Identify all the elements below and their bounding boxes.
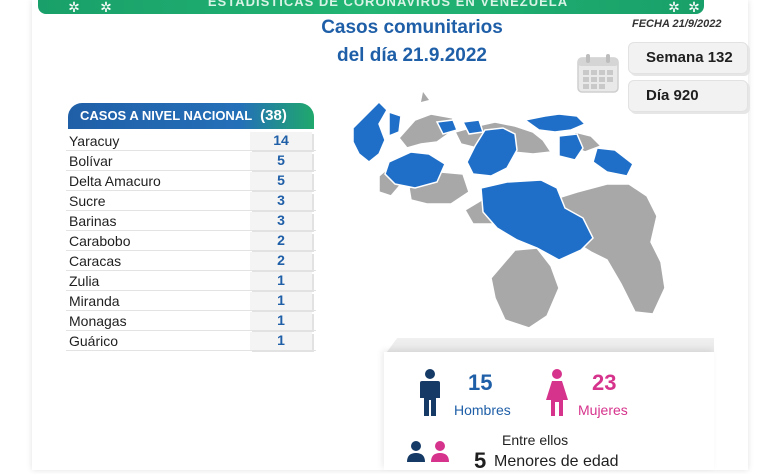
national-cases-header: CASOS A NIVEL NACIONAL (38) bbox=[68, 103, 314, 129]
table-row: Guárico 1 bbox=[66, 331, 316, 351]
state-count: 5 bbox=[250, 152, 312, 170]
day-badge: Día 920 bbox=[628, 80, 748, 112]
men-label: Hombres bbox=[454, 402, 511, 418]
state-count: 2 bbox=[250, 252, 312, 270]
table-row: Bolívar 5 bbox=[66, 151, 316, 171]
table-row: Sucre 3 bbox=[66, 191, 316, 211]
virus-icon: ✲ bbox=[688, 0, 700, 14]
table-row: Carabobo 2 bbox=[66, 231, 316, 251]
date-label: FECHA 21/9/2022 bbox=[632, 18, 722, 30]
cases-table: Yaracuy 14 Bolívar 5 Delta Amacuro 5 Sucre 3 Bar… bbox=[66, 131, 316, 351]
table-row: Delta Amacuro 5 bbox=[66, 171, 316, 191]
state-name: Sucre bbox=[69, 193, 106, 209]
state-name: Delta Amacuro bbox=[69, 173, 161, 189]
table-row: Zulia 1 bbox=[66, 271, 316, 291]
state-name: Yaracuy bbox=[69, 133, 120, 149]
virus-icon: ✲ bbox=[668, 0, 680, 14]
state-count: 2 bbox=[250, 232, 312, 250]
table-row: Barinas 3 bbox=[66, 211, 316, 231]
state-count: 1 bbox=[250, 332, 312, 350]
women-count: 23 bbox=[592, 370, 617, 395]
table-row: Yaracuy 14 bbox=[66, 131, 316, 151]
state-name: Miranda bbox=[69, 293, 120, 309]
stats-panel: 15 Hombres 23 Mujeres Entre ellos 5 Meno… bbox=[384, 352, 714, 473]
men-count: 15 bbox=[468, 370, 493, 395]
page-title: Casos comunitarios del día 21.9.2022 bbox=[300, 14, 524, 70]
banner-title: ESTADÍSTICAS DE CORONAVIRUS EN VENEZUELA bbox=[207, 0, 569, 9]
title-line-1: Casos comunitarios bbox=[321, 17, 503, 38]
state-name: Guárico bbox=[69, 333, 119, 349]
state-count: 3 bbox=[250, 212, 312, 230]
top-banner: ✲ ✲ ESTADÍSTICAS DE CORONAVIRUS EN VENEZ… bbox=[38, 0, 704, 14]
among-them-label: Entre ellos bbox=[502, 432, 569, 448]
table-row: Caracas 2 bbox=[66, 251, 316, 271]
national-cases-title: CASOS A NIVEL NACIONAL bbox=[80, 108, 253, 123]
table-row: Monagas 1 bbox=[66, 311, 316, 331]
table-row: Miranda 1 bbox=[66, 291, 316, 311]
state-name: Barinas bbox=[69, 213, 117, 229]
virus-icon: ✲ bbox=[100, 0, 112, 14]
virus-icon: ✲ bbox=[68, 0, 80, 14]
title-line-2: del día 21.9.2022 bbox=[337, 45, 487, 66]
child-icon bbox=[407, 441, 449, 462]
week-badge: Semana 132 bbox=[628, 42, 748, 74]
state-name: Bolívar bbox=[69, 153, 113, 169]
male-icon bbox=[420, 369, 440, 416]
minors-label: Menores de edad bbox=[494, 453, 619, 470]
state-count: 1 bbox=[250, 292, 312, 310]
venezuela-map bbox=[352, 92, 666, 329]
state-count: 1 bbox=[250, 272, 312, 290]
state-name: Zulia bbox=[69, 273, 100, 289]
state-count: 3 bbox=[250, 192, 312, 210]
minors-count: 5 bbox=[474, 448, 487, 473]
state-name: Caracas bbox=[69, 253, 122, 269]
state-count: 1 bbox=[250, 312, 312, 330]
national-cases-total: (38) bbox=[260, 107, 287, 124]
state-name: Carabobo bbox=[69, 233, 131, 249]
state-count: 14 bbox=[250, 132, 312, 150]
stats-panel-fold bbox=[384, 338, 714, 356]
calendar-icon bbox=[577, 54, 619, 93]
state-name: Monagas bbox=[69, 313, 127, 329]
state-count: 5 bbox=[250, 172, 312, 190]
female-icon bbox=[546, 369, 568, 416]
women-label: Mujeres bbox=[578, 402, 628, 418]
